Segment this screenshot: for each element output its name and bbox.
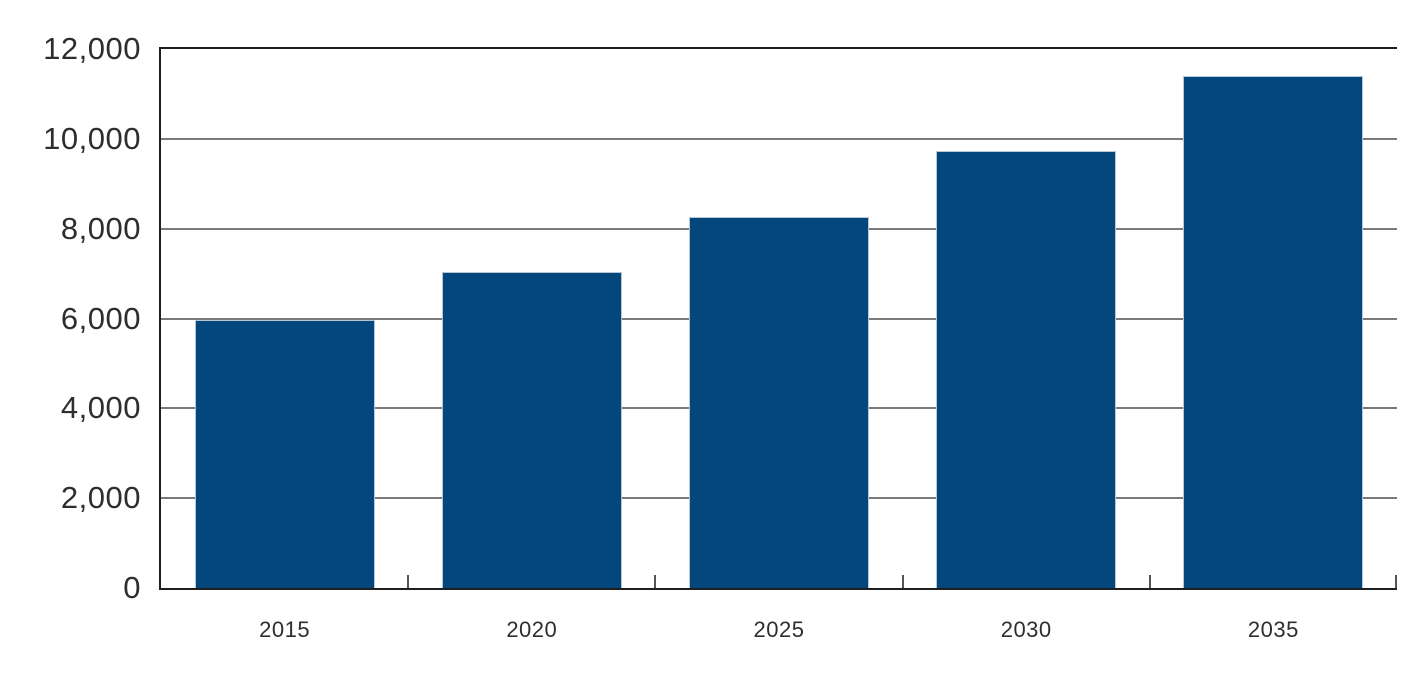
x-axis-tick-3	[901, 575, 904, 588]
x-tick-label-2015: 2015	[259, 617, 311, 642]
y-axis: 0 2,000 4,000 6,000 8,000 10,000 12,000	[0, 32, 141, 605]
y-tick-label-4000: 4,000	[60, 390, 141, 426]
y-tick-label-6000: 6,000	[60, 300, 141, 336]
bar-2015	[194, 320, 375, 588]
x-tick-label-2035: 2035	[1247, 617, 1299, 642]
bar-2035	[1183, 76, 1364, 588]
y-tick-label-10000: 10,000	[43, 120, 141, 156]
y-tick-label-8000: 8,000	[60, 210, 141, 246]
bar-2030	[936, 150, 1117, 588]
y-tick-label-0: 0	[123, 570, 141, 605]
x-axis: 2015 2020 2025 2030 2035	[161, 590, 1397, 650]
x-tick-label-2030: 2030	[1000, 617, 1052, 642]
bar-2025	[689, 216, 869, 588]
bar-2020	[441, 272, 622, 588]
y-tick-label-12000: 12,000	[43, 31, 141, 66]
x-tick-label-2025: 2025	[753, 617, 805, 642]
x-axis-tick-1	[407, 575, 410, 588]
y-tick-label-2000: 2,000	[60, 480, 141, 516]
plot-area	[159, 47, 1397, 590]
x-axis-tick-5	[1395, 575, 1397, 588]
x-axis-tick-4	[1148, 575, 1151, 588]
x-tick-label-2020: 2020	[506, 617, 558, 642]
gridline-10000	[161, 137, 1397, 140]
x-axis-tick-2	[654, 575, 657, 588]
